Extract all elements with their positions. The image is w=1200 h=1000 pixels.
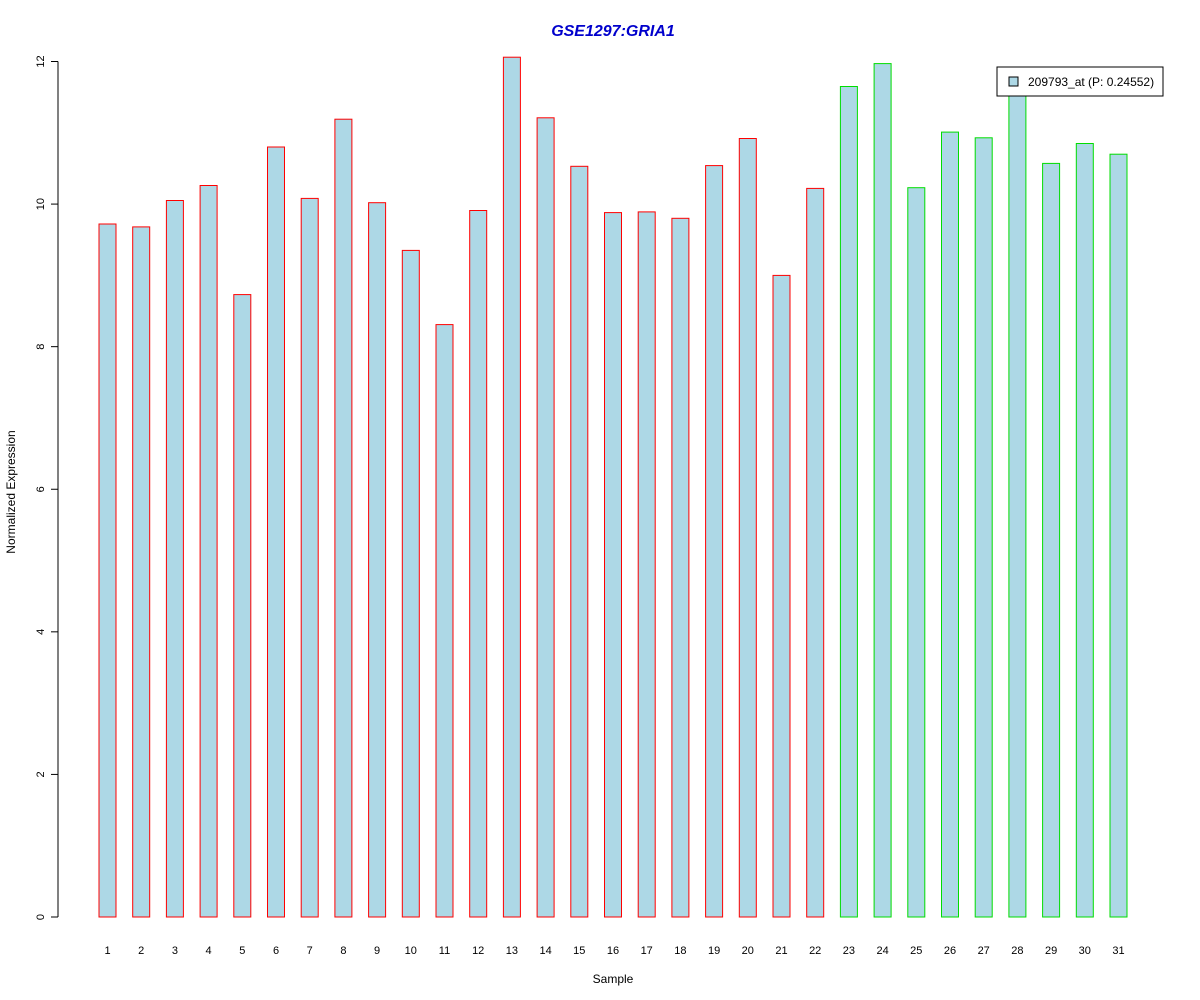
x-tick-label: 14: [539, 945, 551, 957]
legend-box: [996, 66, 1164, 97]
y-tick-label: 10: [35, 198, 47, 210]
bar-sample-29: [1042, 162, 1061, 918]
legend-label: 209793_at (P: 0.24552): [1028, 75, 1154, 89]
x-tick-label: 21: [775, 945, 787, 957]
x-tick-label: 16: [607, 945, 619, 957]
bar-sample-24: [873, 63, 892, 918]
bars: [98, 56, 1128, 918]
bar-sample-26: [941, 131, 959, 918]
bar-sample-14: [536, 117, 555, 918]
bar-sample-15: [570, 165, 589, 918]
y-tick-label: 8: [35, 344, 47, 350]
x-tick-label: 29: [1045, 945, 1057, 957]
x-tick-label: 4: [206, 945, 212, 957]
bar-sample-12: [469, 210, 488, 918]
x-axis-label: Sample: [593, 972, 634, 986]
bar-sample-6: [267, 146, 285, 918]
x-tick-label: 23: [843, 945, 855, 957]
bar-sample-19: [705, 165, 724, 918]
y-tick-label: 4: [35, 629, 47, 635]
bar-sample-22: [806, 187, 825, 918]
x-tick-label: 12: [472, 945, 484, 957]
x-tick-label: 27: [978, 945, 990, 957]
x-tick-label: 5: [239, 945, 245, 957]
bar-sample-1: [98, 223, 117, 918]
bar-sample-20: [738, 138, 757, 918]
y-tick-label: 2: [35, 771, 47, 777]
x-tick-label: 1: [104, 945, 110, 957]
bar-sample-17: [637, 211, 656, 918]
bar-sample-27: [974, 137, 993, 918]
x-tick-label: 24: [876, 945, 888, 957]
bar-sample-10: [401, 249, 420, 918]
x-tick-label: 22: [809, 945, 821, 957]
y-tick-label: 0: [35, 914, 47, 920]
bar-sample-2: [132, 226, 151, 918]
x-tick-label: 3: [172, 945, 178, 957]
bar-sample-21: [772, 274, 791, 918]
bar-sample-23: [839, 86, 858, 918]
x-tick-label: 7: [307, 945, 313, 957]
x-tick-label: 19: [708, 945, 720, 957]
bar-sample-25: [907, 187, 926, 918]
chart-title: GSE1297:GRIA1: [551, 23, 675, 40]
x-tick-label: 9: [374, 945, 380, 957]
bar-sample-5: [233, 294, 252, 918]
bar-sample-18: [671, 217, 690, 918]
x-tick-label: 17: [641, 945, 653, 957]
y-tick-label: 6: [35, 486, 47, 492]
bar-sample-30: [1075, 143, 1094, 918]
x-tick-label: 2: [138, 945, 144, 957]
legend: 209793_at (P: 0.24552): [996, 66, 1164, 97]
y-tick-label: 12: [35, 55, 47, 67]
x-tick-label: 13: [506, 945, 518, 957]
y-axis-label: Normalized Expression: [4, 430, 18, 553]
x-tick-label: 30: [1079, 945, 1091, 957]
x-tick-label: 28: [1011, 945, 1023, 957]
bar-sample-8: [334, 118, 353, 918]
x-tick-label: 11: [439, 945, 450, 957]
y-axis: 0 2 4 6 8 10 12: [35, 55, 59, 920]
bar-sample-13: [502, 56, 521, 918]
bar-sample-11: [435, 324, 454, 918]
x-tick-label: 26: [944, 945, 956, 957]
bar-sample-16: [604, 212, 622, 918]
x-tick-label: 6: [273, 945, 279, 957]
x-tick-label: 10: [405, 945, 417, 957]
bar-sample-4: [199, 185, 218, 918]
x-tick-labels: 1 2 3 4 5 6 7 8 9 10 11 12 13 14 15 16 17 18 19 20 21 22 23 24 2…: [104, 945, 1124, 957]
x-tick-label: 20: [742, 945, 754, 957]
x-tick-label: 18: [674, 945, 686, 957]
bar-sample-9: [368, 202, 387, 918]
x-tick-label: 8: [340, 945, 346, 957]
x-tick-label: 31: [1112, 945, 1124, 957]
x-tick-label: 25: [910, 945, 922, 957]
bar-sample-3: [165, 200, 184, 918]
legend-swatch: [1008, 76, 1019, 87]
bar-sample-31: [1109, 153, 1128, 918]
bar-sample-7: [300, 197, 319, 918]
bar-sample-28: [1008, 89, 1027, 918]
x-tick-label: 15: [573, 945, 585, 957]
